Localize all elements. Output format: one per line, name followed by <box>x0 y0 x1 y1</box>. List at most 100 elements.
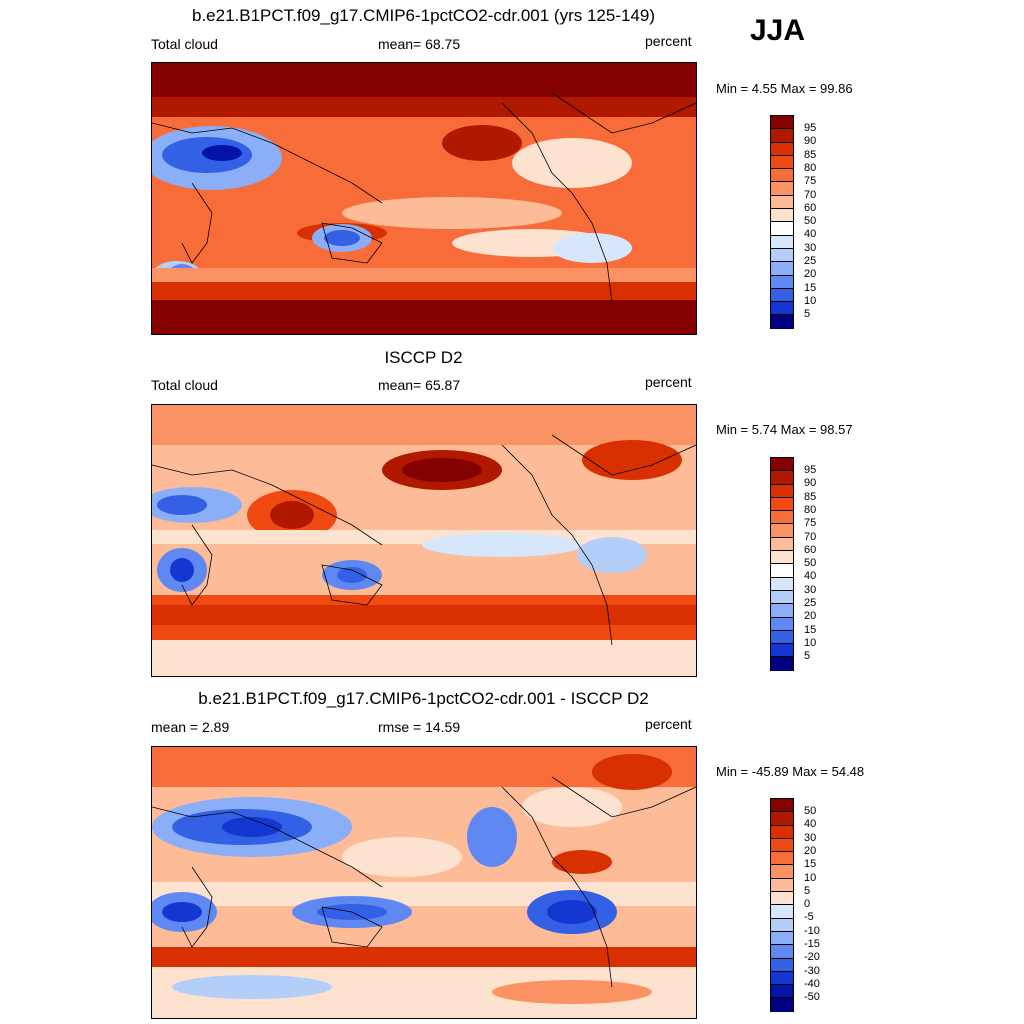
colorbar-tick: 10 <box>804 636 817 649</box>
colorbar-swatch <box>771 564 793 578</box>
colorbar-swatch <box>771 878 793 893</box>
colorbar-tick: 0 <box>804 898 811 911</box>
colorbar-tick: -15 <box>804 938 820 950</box>
colorbar-tick: -50 <box>804 991 820 1004</box>
colorbar-swatch <box>771 892 793 906</box>
colorbar-swatch <box>771 169 793 183</box>
panel-1-map-field <box>152 63 696 334</box>
panel-1-mean-label: mean= 68.75 <box>378 36 461 52</box>
colorbar-tick: 80 <box>804 161 817 174</box>
colorbar-tick: 5 <box>804 650 811 663</box>
colorbar-tick: -40 <box>804 977 820 990</box>
panel-3-colorbar <box>770 798 794 1012</box>
panel-2-map <box>151 404 697 677</box>
colorbar-swatch <box>771 302 793 316</box>
colorbar-swatch <box>771 222 793 236</box>
colorbar-swatch <box>771 511 793 525</box>
colorbar-swatch <box>771 288 793 303</box>
colorbar-swatch <box>771 945 793 959</box>
panel-3-mean-label: mean = 2.89 <box>151 719 230 735</box>
colorbar-tick: 90 <box>804 135 817 148</box>
colorbar-tick: 75 <box>804 175 817 188</box>
colorbar-swatch <box>771 551 793 565</box>
panel-1-colorbar <box>770 115 794 329</box>
colorbar-tick: -30 <box>804 964 820 977</box>
colorbar-swatch <box>771 182 793 196</box>
colorbar-tick: 50 <box>804 557 817 570</box>
colorbar-tick: 85 <box>804 490 817 503</box>
colorbar-swatch <box>771 998 793 1012</box>
colorbar-tick: 25 <box>804 597 817 609</box>
panel-3-minmax: Min = -45.89 Max = 54.48 <box>716 764 865 779</box>
colorbar-swatch <box>771 812 793 826</box>
colorbar-swatch <box>771 275 793 289</box>
colorbar-swatch <box>771 799 793 813</box>
colorbar-tick: 15 <box>804 858 817 871</box>
colorbar-tick: 70 <box>804 530 817 543</box>
panel-1-units-label: percent <box>645 33 692 49</box>
colorbar-swatch <box>771 195 793 210</box>
colorbar-tick: 60 <box>804 201 817 214</box>
colorbar-tick: 20 <box>804 610 817 623</box>
panel-1-left-label: Total cloud <box>151 36 218 52</box>
colorbar-swatch <box>771 155 793 170</box>
colorbar-swatch <box>771 838 793 853</box>
colorbar-tick: 70 <box>804 188 817 201</box>
panel-2-units-label: percent <box>645 374 692 390</box>
colorbar-tick: 50 <box>804 215 817 228</box>
colorbar-swatch <box>771 142 793 156</box>
colorbar-tick: 30 <box>804 241 817 254</box>
colorbar-tick: 95 <box>804 122 817 134</box>
panel-3-map <box>151 746 697 1019</box>
colorbar-swatch <box>771 484 793 498</box>
colorbar-swatch <box>771 262 793 276</box>
colorbar-swatch <box>771 905 793 919</box>
colorbar-tick: 5 <box>804 308 811 321</box>
panel-2-map-field <box>152 405 696 676</box>
colorbar-swatch <box>771 644 793 658</box>
colorbar-tick: 60 <box>804 543 817 556</box>
panel-3-title: b.e21.B1PCT.f09_g17.CMIP6-1pctCO2-cdr.00… <box>198 689 649 708</box>
panel-2-colorbar <box>770 457 794 671</box>
colorbar-tick: 80 <box>804 503 817 516</box>
colorbar-swatch <box>771 918 793 932</box>
colorbar-tick: 75 <box>804 517 817 530</box>
colorbar-swatch <box>771 604 793 618</box>
colorbar-swatch <box>771 458 793 472</box>
colorbar-tick: 5 <box>804 884 811 897</box>
colorbar-swatch <box>771 630 793 645</box>
panel-1-map <box>151 62 697 335</box>
colorbar-tick: 20 <box>804 844 817 857</box>
panel-1-title: b.e21.B1PCT.f09_g17.CMIP6-1pctCO2-cdr.00… <box>191 6 656 25</box>
colorbar-tick: 95 <box>804 464 817 476</box>
colorbar-swatch <box>771 617 793 631</box>
colorbar-swatch <box>771 116 793 130</box>
colorbar-swatch <box>771 985 793 999</box>
colorbar-tick: 10 <box>804 294 817 307</box>
colorbar-swatch <box>771 235 793 249</box>
colorbar-tick: 50 <box>804 805 817 817</box>
colorbar-tick: 25 <box>804 255 817 267</box>
colorbar-swatch <box>771 657 793 671</box>
colorbar-tick: 30 <box>804 831 817 844</box>
colorbar-swatch <box>771 865 793 879</box>
panel-1-minmax: Min = 4.55 Max = 99.86 <box>716 81 853 96</box>
colorbar-swatch <box>771 971 793 986</box>
colorbar-tick: -5 <box>804 911 814 924</box>
colorbar-tick: 10 <box>804 871 817 884</box>
colorbar-swatch <box>771 577 793 591</box>
colorbar-tick: 15 <box>804 623 817 636</box>
colorbar-swatch <box>771 931 793 946</box>
panel-3-units-label: percent <box>645 716 692 732</box>
panel-2-title: ISCCP D2 <box>384 348 463 367</box>
colorbar-tick: -10 <box>804 924 820 937</box>
colorbar-tick: 40 <box>804 228 817 241</box>
colorbar-swatch <box>771 209 793 223</box>
panel-3-rmse-label: rmse = 14.59 <box>378 719 461 735</box>
panel-2-left-label: Total cloud <box>151 377 218 393</box>
colorbar-tick: 40 <box>804 570 817 583</box>
colorbar-swatch <box>771 315 793 329</box>
colorbar-tick: 40 <box>804 818 817 831</box>
colorbar-tick: -20 <box>804 951 820 964</box>
colorbar-swatch <box>771 129 793 143</box>
